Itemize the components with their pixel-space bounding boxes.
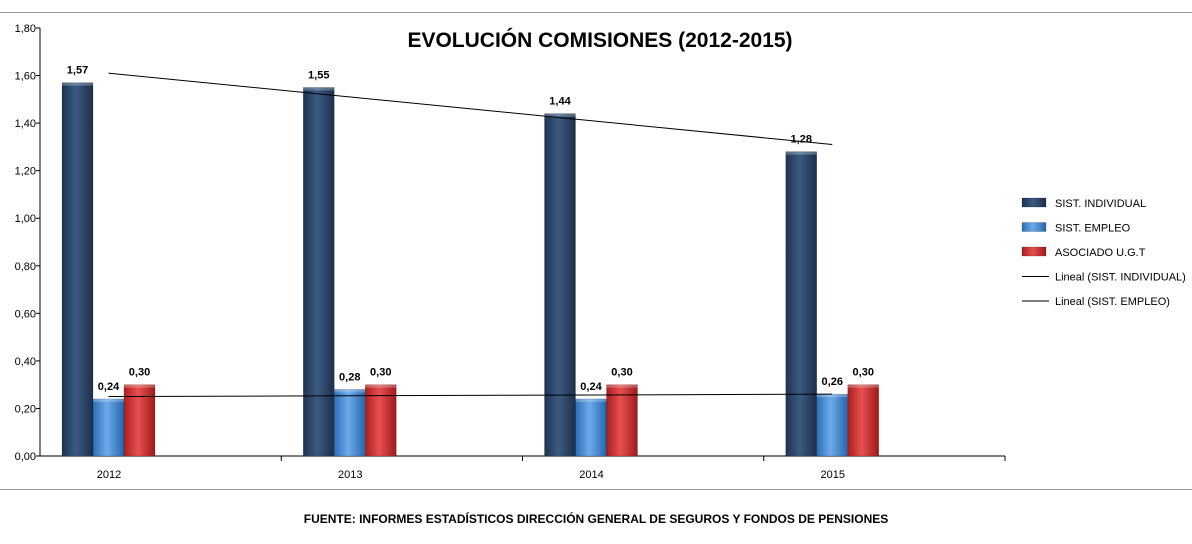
trendline-empleo (108, 393, 833, 398)
bar-sist-empleo-2013 (333, 389, 366, 457)
y-tick-label: 0,20 (15, 403, 36, 415)
bar-asociado-u-g-t-2014 (606, 384, 638, 457)
x-axis-ticks: 2012 2013 2014 2015 (97, 456, 1006, 481)
y-tick-label: 0,80 (15, 261, 36, 273)
chart-frame (0, 12, 1192, 490)
legend-label: Lineal (SIST. EMPLEO) (1055, 296, 1170, 308)
trendline-individual (108, 72, 833, 146)
bar-sist-individual-2015 (785, 151, 818, 457)
y-tick-label: 0,40 (15, 356, 36, 368)
data-label: 1,44 (549, 96, 571, 108)
x-tick-label: 2015 (821, 469, 845, 481)
y-tick-label: 0,60 (15, 308, 36, 320)
data-label: 0,30 (370, 367, 391, 379)
y-tick-label: 1,20 (15, 166, 36, 178)
bar-top-highlight (816, 394, 848, 398)
chart-title: EVOLUCIÓN COMISIONES (2012-2015) (407, 28, 792, 52)
y-tick-label: 0,00 (15, 451, 36, 463)
y-axis-ticks: 0,00 0,20 0,40 0,60 0,80 1,00 1,20 1,40 1,60 1,80 (15, 23, 40, 463)
data-label: 0,24 (580, 381, 602, 393)
legend-swatch (1021, 222, 1047, 232)
bar-sist-individual-2014 (544, 113, 576, 457)
bar-sist-empleo-2015 (816, 393, 849, 457)
legend-label: SIST. EMPLEO (1055, 223, 1131, 235)
data-label: 1,57 (67, 65, 88, 77)
legend-label: ASOCIADO U.G.T (1055, 247, 1146, 259)
bar-sist-empleo-2012 (92, 398, 125, 457)
data-label: 0,26 (822, 376, 843, 388)
bar-sist-individual-2012 (61, 82, 94, 457)
data-label: 0,30 (853, 367, 874, 379)
bar-sist-individual-2013 (302, 87, 335, 457)
bar-top-highlight (124, 384, 155, 388)
legend: SIST. INDIVIDUAL SIST. EMPLEO ASOCIADO U.G… (1021, 197, 1186, 308)
bar-series (61, 82, 880, 457)
data-label: 0,24 (98, 381, 120, 393)
bar-top-highlight (334, 389, 366, 393)
y-tick-label: 1,80 (15, 23, 36, 35)
bar-asociado-u-g-t-2013 (364, 384, 397, 457)
source-footnote: FUENTE: INFORMES ESTADÍSTICOS DIRECCIÓN … (303, 512, 889, 526)
bar-top-highlight (575, 398, 607, 402)
data-label: 1,28 (791, 134, 812, 146)
legend-label: SIST. INDIVIDUAL (1055, 198, 1146, 210)
legend-swatch (1021, 246, 1047, 257)
bar-top-highlight (847, 384, 879, 388)
data-label: 0,30 (129, 367, 150, 379)
bar-sist-empleo-2014 (575, 398, 607, 457)
y-tick-label: 1,00 (15, 213, 36, 225)
legend-swatch (1021, 197, 1047, 208)
x-tick-label: 2012 (97, 469, 121, 481)
bar-top-highlight (303, 87, 335, 91)
bar-top-highlight (544, 113, 576, 117)
bar-top-highlight (365, 384, 397, 388)
bar-asociado-u-g-t-2015 (847, 384, 880, 457)
legend-label: Lineal (SIST. INDIVIDUAL) (1055, 272, 1186, 284)
bar-top-highlight (62, 82, 93, 86)
x-tick-label: 2013 (338, 469, 362, 481)
bar-asociado-u-g-t-2012 (123, 384, 156, 457)
x-tick-label: 2014 (579, 469, 603, 481)
trendlines (108, 72, 833, 398)
y-tick-label: 1,40 (15, 118, 36, 130)
data-label: 0,30 (611, 367, 632, 379)
bar-top-highlight (93, 398, 124, 402)
data-label: 1,55 (308, 69, 329, 81)
bar-top-highlight (785, 151, 817, 155)
data-label: 0,28 (339, 371, 360, 383)
y-tick-label: 1,60 (15, 71, 36, 83)
bar-top-highlight (606, 384, 638, 388)
data-labels: 1,57 1,55 1,44 1,28 0,24 0,28 0,24 0,26 0,30 0,30… (67, 65, 874, 393)
chart-area: EVOLUCIÓN COMISIONES (2012-2015) 0,00 0,2… (15, 23, 1186, 481)
